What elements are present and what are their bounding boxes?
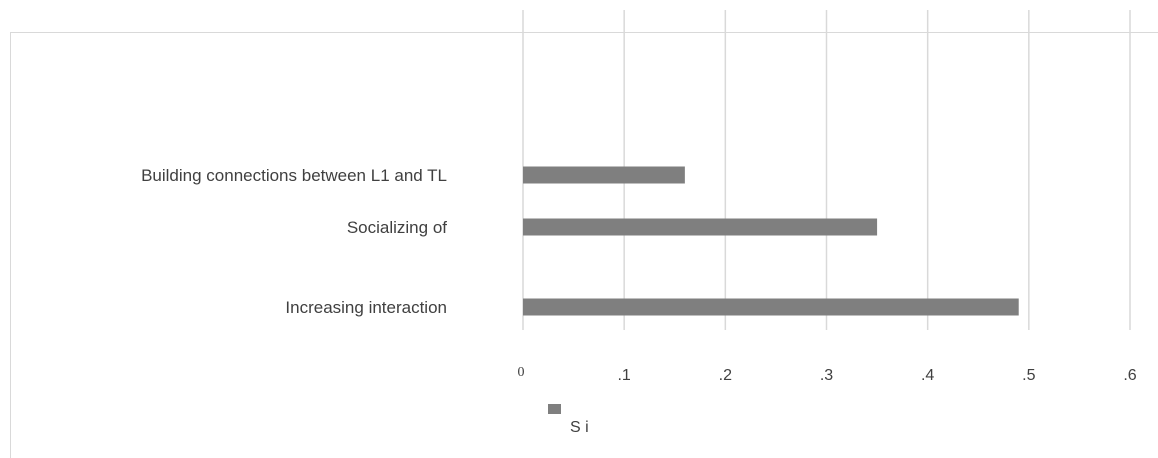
category-label: Increasing interaction [285, 298, 447, 317]
x-tick-label: .3 [820, 367, 833, 384]
legend: S i [548, 404, 589, 436]
x-tick-label: .6 [1123, 367, 1136, 384]
category-label: Socializing of [347, 218, 447, 237]
bar [523, 218, 878, 236]
chart-frame [10, 32, 1158, 458]
category-labels: Building connections between L1 and TL So… [141, 166, 447, 317]
x-tick-label: .1 [617, 367, 630, 384]
category-label: Building connections between L1 and TL [141, 166, 447, 185]
x-axis-tick-labels: 0 .1 .2 .3 .4 .5 .6 [518, 365, 1137, 384]
bar [523, 298, 1019, 316]
x-tick-label: 0 [518, 365, 525, 380]
x-tick-label: .4 [921, 367, 934, 384]
legend-swatch [548, 404, 561, 414]
x-tick-label: .5 [1022, 367, 1035, 384]
legend-label: S i [570, 419, 589, 436]
bars [523, 166, 1019, 316]
bar [523, 166, 685, 184]
x-tick-label: .2 [719, 367, 732, 384]
